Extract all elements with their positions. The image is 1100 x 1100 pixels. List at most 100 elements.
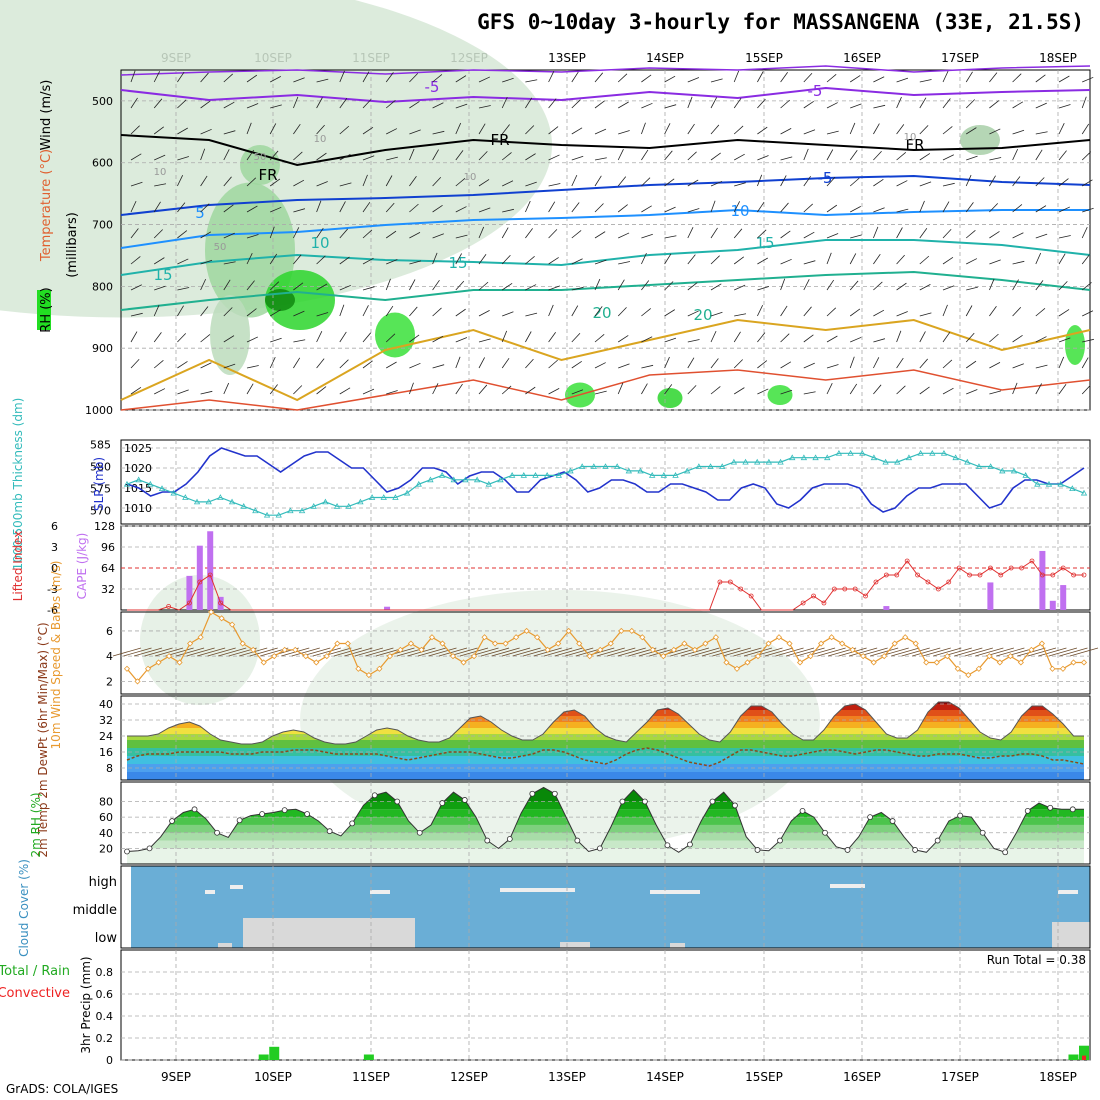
wind-barb xyxy=(525,284,537,291)
wind-barb xyxy=(293,208,306,213)
wind-barb xyxy=(548,71,555,83)
rh-point xyxy=(574,837,581,844)
wind-barb xyxy=(896,282,907,291)
wind-barb xyxy=(1058,104,1071,109)
thickness-point xyxy=(240,502,247,509)
wind-barb xyxy=(965,99,975,109)
lifted-index-point xyxy=(925,579,931,585)
wind-barb xyxy=(803,231,815,239)
wind-barb xyxy=(803,391,816,395)
wind-barb xyxy=(293,282,304,291)
cloud-axis-label: Cloud Cover (%) xyxy=(17,859,31,957)
wind-barb-10m xyxy=(891,647,920,657)
wind-barb xyxy=(362,98,372,109)
wind-barb xyxy=(478,226,485,239)
wind-barb xyxy=(896,311,908,317)
wind-barb xyxy=(1035,74,1046,83)
lifted-index-point xyxy=(883,572,889,578)
high-cloud-block xyxy=(370,890,390,894)
wind-barb-10m xyxy=(512,647,541,657)
rh-point xyxy=(709,798,716,805)
wind-barb xyxy=(478,254,487,265)
wind-speed-point xyxy=(881,653,888,660)
wind-speed-point xyxy=(576,640,583,647)
wind-barb xyxy=(478,338,491,343)
wind-barb xyxy=(710,255,720,265)
wind-speed-point xyxy=(933,659,940,666)
wind-barb-10m xyxy=(1059,647,1088,657)
wind-barb xyxy=(525,97,533,109)
thickness-point xyxy=(917,449,924,456)
wind-barb xyxy=(803,260,816,265)
thickness-point xyxy=(205,498,212,505)
thickness-point xyxy=(590,463,598,469)
wind-barb xyxy=(386,156,398,161)
wind-barb xyxy=(757,286,769,291)
wind-barb xyxy=(664,309,675,317)
thickness-point xyxy=(1010,467,1018,474)
wind-barb xyxy=(757,388,769,395)
wind-barb xyxy=(316,124,325,135)
wind-barb-10m xyxy=(722,647,752,657)
wind-speed-point xyxy=(250,646,257,653)
wind-barb xyxy=(826,279,835,291)
wind-barb xyxy=(965,127,977,135)
wind-barb xyxy=(455,383,463,395)
thickness-point xyxy=(333,502,341,509)
thickness-point xyxy=(952,454,959,461)
high-cloud-block xyxy=(205,890,215,894)
cloud-edge xyxy=(121,866,131,948)
wind-speed-point xyxy=(618,627,625,634)
thickness-point xyxy=(123,480,131,487)
wind-barb-10m xyxy=(922,647,951,657)
contour-label: 20 xyxy=(592,304,611,322)
wind-speed-point xyxy=(681,640,688,647)
wind-speed-point xyxy=(239,640,246,647)
wind-barb xyxy=(687,96,693,109)
wind-barb xyxy=(850,336,862,343)
wind-barb xyxy=(664,384,673,395)
wind-barb xyxy=(965,332,975,343)
wind-barb xyxy=(571,99,581,109)
thickness-point xyxy=(649,472,656,478)
wind-barb xyxy=(316,97,323,109)
wind-barb-10m xyxy=(218,647,247,657)
wind-barb xyxy=(130,70,136,83)
cape-bar xyxy=(1039,550,1046,610)
wind-barb xyxy=(548,229,558,239)
cape-axis-label: CAPE (J/kg) xyxy=(75,533,89,600)
thickness-point xyxy=(964,458,971,465)
wind-barb xyxy=(316,358,325,369)
wind-barb xyxy=(687,123,695,135)
profile-y-tick-label: 900 xyxy=(92,342,113,355)
wind-barb xyxy=(966,155,978,161)
wind-barb xyxy=(316,200,322,213)
rain-bar xyxy=(258,1054,269,1060)
wind-barb xyxy=(223,261,236,265)
profile-y-tick-label: 1000 xyxy=(85,404,113,417)
wind-barb xyxy=(502,208,514,213)
wind-barb-10m xyxy=(764,647,794,657)
wind-speed-point xyxy=(197,634,204,641)
wind-speed-point xyxy=(944,653,951,660)
thickness-point xyxy=(800,454,808,461)
wind-barb xyxy=(339,154,351,161)
wind-barb xyxy=(200,334,211,343)
wind-barb xyxy=(1012,129,1025,135)
wind-speed-point xyxy=(492,640,499,647)
wind-speed-point xyxy=(1038,640,1045,647)
wind-barb xyxy=(525,358,534,369)
wind-barb xyxy=(803,362,815,369)
thickness-point xyxy=(438,472,446,478)
wind-barb xyxy=(617,279,625,291)
lifted-index-point xyxy=(935,586,941,592)
precip-total-label: Total / Rain xyxy=(0,964,70,979)
wind-barb xyxy=(246,365,259,369)
wind-speed-point xyxy=(376,665,383,672)
rh-point xyxy=(371,792,378,799)
rh-point xyxy=(642,798,648,805)
wind-barb xyxy=(710,78,723,83)
thickness-point xyxy=(1080,489,1088,496)
wind-barb xyxy=(385,175,393,187)
wind-barb xyxy=(293,339,306,343)
